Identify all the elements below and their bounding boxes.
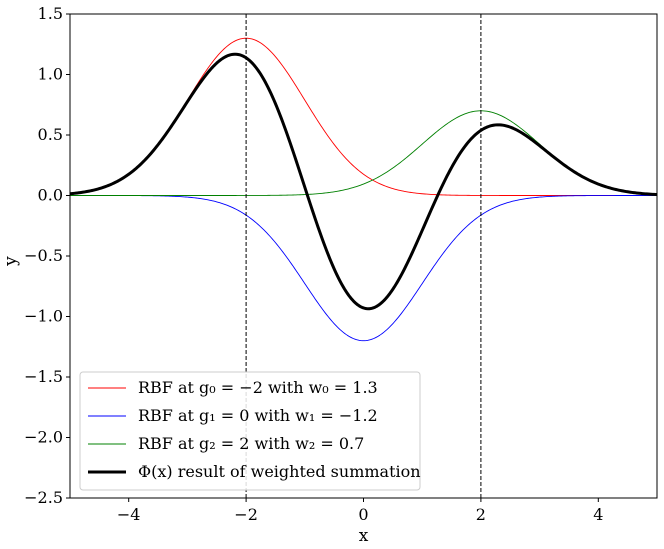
x-tick-label: −4 [117,505,141,524]
series-line-3 [69,52,658,311]
y-tick-label: 0.5 [38,125,63,144]
x-tick-label: 2 [476,505,486,524]
y-tick-label: −1.0 [24,307,63,326]
series-line-1 [70,195,657,342]
series-line-2 [70,110,658,196]
x-tick-label: −2 [234,505,258,524]
y-tick-label: 1.5 [38,4,63,23]
y-tick-label: 0.0 [38,186,63,205]
x-tick-label: 0 [358,505,368,524]
y-axis-label: y [1,256,21,267]
y-tick-label: −0.5 [24,246,63,265]
y-tick-label: −2.0 [24,428,63,447]
legend-label: Φ(x) result of weighted summation [138,462,421,481]
legend-box [79,371,421,491]
x-axis-label: x [359,526,369,546]
series-layer [69,37,658,342]
legend-label: RBF at g₀ = −2 with w₀ = 1.3 [138,378,378,397]
y-tick-label: −2.5 [24,488,63,507]
legend: RBF at g₀ = −2 with w₀ = 1.3 RBF at g₁ = … [79,371,421,491]
y-tick-label: 1.0 [38,65,63,84]
legend-label: RBF at g₁ = 0 with w₁ = −1.2 [138,406,378,425]
series-line-0 [69,37,657,196]
legend-label: RBF at g₂ = 2 with w₂ = 0.7 [138,434,364,453]
tick-layer: −4 −2 0 2 4 −2.5 −2.0 −1.5 −1.0 −0.5 0.0 0.5 1.0 1.5 [24,4,603,524]
y-tick-label: −1.5 [24,367,63,386]
x-tick-label: 4 [593,505,603,524]
